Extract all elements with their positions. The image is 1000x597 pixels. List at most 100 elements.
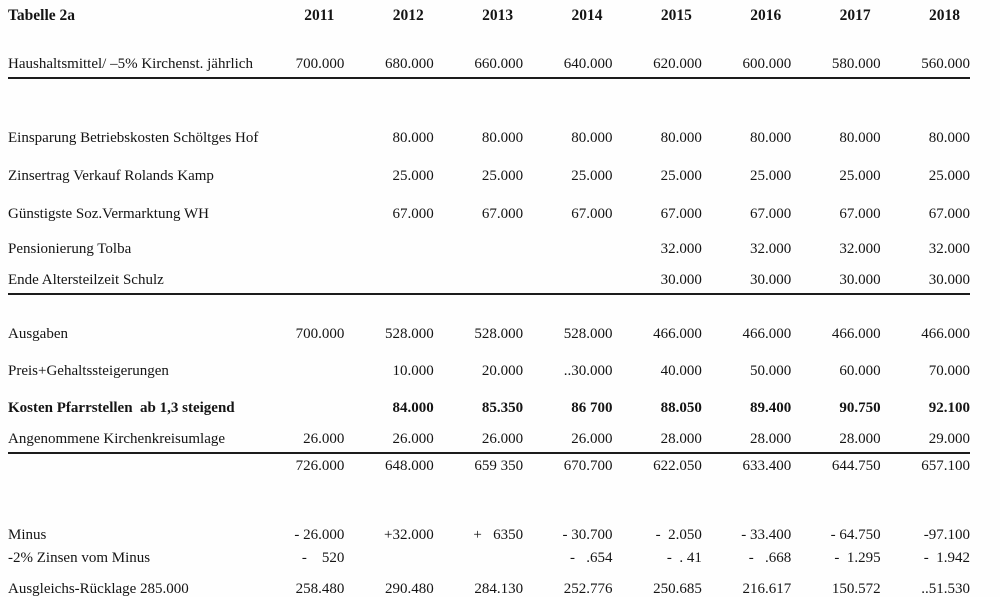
row-label: Kosten Pfarrstellen ab 1,3 steigend	[8, 400, 235, 416]
row-label: Preis+Gehaltssteigerungen	[8, 363, 169, 379]
row-value: -97.100	[923, 527, 970, 543]
table-row-0: Haushaltsmittel/ –5% Kirchenst. jährlich…	[8, 53, 970, 79]
row-value: 32.000	[750, 241, 792, 257]
row-value: 26.000	[303, 431, 345, 447]
year-header-2012: 2012	[392, 7, 424, 24]
row-value: - . 41	[666, 550, 702, 566]
row-label: Pensionierung Tolba	[8, 241, 132, 257]
row-value: 70.000	[928, 363, 970, 379]
table-body: Haushaltsmittel/ –5% Kirchenst. jährlich…	[8, 53, 970, 597]
row-label: Zinsertrag Verkauf Rolands Kamp	[8, 168, 214, 184]
row-value: 40.000	[660, 363, 702, 379]
year-header-2014: 2014	[571, 7, 603, 24]
table-row-6: Ausgaben 700.000 528.000 528.000 528.000…	[8, 323, 970, 346]
year-header-2016: 2016	[750, 7, 782, 24]
row-value: 10.000	[392, 363, 434, 379]
row-value: 25.000	[481, 168, 524, 184]
row-value: 633.400	[742, 458, 792, 474]
row-value: 25.000	[928, 168, 970, 184]
row-value: 726.000	[295, 458, 345, 474]
row-value: 252.776	[563, 581, 613, 597]
row-value: 32.000	[928, 241, 970, 257]
row-value: 67.000	[750, 206, 792, 222]
row-value: - .654	[570, 550, 613, 566]
row-value: 67.000	[392, 206, 434, 222]
row-value: 680.000	[385, 56, 434, 72]
row-value: 250.685	[653, 581, 702, 597]
row-value: 67.000	[481, 206, 524, 222]
table-row-7: Preis+Gehaltssteigerungen 10.000 20.000 …	[8, 360, 970, 383]
row-value: 466.000	[653, 326, 702, 342]
row-value: - 2.050	[655, 527, 702, 543]
year-header-2018: 2018	[929, 7, 960, 24]
row-label: -2% Zinsen vom Minus	[8, 550, 151, 566]
table-row-13: Ausgleichs-Rücklage 285.000 258.480 290.…	[8, 578, 970, 597]
row-value: 26.000	[481, 431, 524, 447]
row-value: 80.000	[839, 130, 881, 146]
row-value: 32.000	[660, 241, 702, 257]
row-value: 150.572	[831, 581, 881, 597]
year-header-2011: 2011	[304, 7, 335, 24]
row-value: 580.000	[831, 56, 881, 72]
table-header-row: Tabelle 2a 2011 2012 2013 2014 2015 2016…	[8, 4, 970, 27]
row-value: 620.000	[653, 56, 702, 72]
row-value: 60.000	[839, 363, 881, 379]
row-value: 466.000	[742, 326, 792, 342]
row-value: 67.000	[839, 206, 881, 222]
row-value: 80.000	[750, 130, 792, 146]
row-value: - .668	[748, 550, 792, 566]
row-value: ..30.000	[563, 363, 613, 379]
table-title: Tabelle 2a	[8, 7, 76, 24]
row-value: 30.000	[839, 272, 881, 288]
row-value: - 26.000	[294, 527, 345, 543]
table-row-11: Minus - 26.000 +32.000 + 6350 - 30.700 -…	[8, 524, 970, 547]
row-value: 67.000	[928, 206, 970, 222]
row-value: 88.050	[660, 400, 702, 416]
row-value: 25.000	[839, 168, 881, 184]
row-label: Einsparung Betriebskosten Schöltges Hof	[8, 130, 259, 146]
row-value: - 1.942	[923, 550, 970, 566]
row-value: - 1.295	[834, 550, 881, 566]
row-value: 29.000	[928, 431, 970, 447]
row-value: 622.050	[653, 458, 702, 474]
row-value: 528.000	[563, 326, 613, 342]
row-value: 28.000	[660, 431, 702, 447]
row-value: 560.000	[921, 56, 970, 72]
row-value: 25.000	[660, 168, 702, 184]
row-value: +32.000	[384, 527, 434, 543]
table-row-4: Pensionierung Tolba 32.000 32.000 32.000…	[8, 238, 970, 261]
table-row-1: Einsparung Betriebskosten Schöltges Hof …	[8, 127, 970, 150]
row-value: 700.000	[295, 56, 345, 72]
year-header-2015: 2015	[660, 7, 692, 24]
row-value: 92.100	[928, 400, 970, 416]
row-value: 216.617	[742, 581, 792, 597]
row-value: - 520	[301, 550, 345, 566]
row-value: 67.000	[660, 206, 702, 222]
row-value: 30.000	[928, 272, 970, 288]
row-label: Ausgleichs-Rücklage 285.000	[8, 581, 189, 597]
row-value: 28.000	[750, 431, 792, 447]
row-label: Ende Altersteilzeit Schulz	[8, 272, 164, 288]
row-value: 659 350	[474, 458, 524, 474]
row-value: 657.100	[921, 458, 970, 474]
row-value: 90.750	[839, 400, 881, 416]
row-value: 32.000	[839, 241, 881, 257]
table-row-10: 726.000 648.000 659 350 670.700 622.050 …	[8, 455, 970, 478]
row-value: 660.000	[474, 56, 524, 72]
row-label: Günstigste Soz.Vermarktung WH	[8, 206, 209, 222]
row-value: 80.000	[481, 130, 524, 146]
row-value: - 30.700	[562, 527, 613, 543]
row-value: 644.750	[831, 458, 881, 474]
row-value: 30.000	[660, 272, 702, 288]
row-label: Minus	[8, 527, 47, 543]
row-value: ..51.530	[921, 581, 970, 597]
row-value: 466.000	[921, 326, 970, 342]
row-label: Haushaltsmittel/ –5% Kirchenst. jährlich	[8, 56, 253, 72]
row-value: 26.000	[392, 431, 434, 447]
row-value: 600.000	[742, 56, 792, 72]
year-header-2017: 2017	[839, 7, 871, 24]
table-row-3: Günstigste Soz.Vermarktung WH 67.000 67.…	[8, 203, 970, 226]
row-value: + 6350	[473, 527, 524, 543]
row-value: 466.000	[831, 326, 881, 342]
row-value: 30.000	[750, 272, 792, 288]
